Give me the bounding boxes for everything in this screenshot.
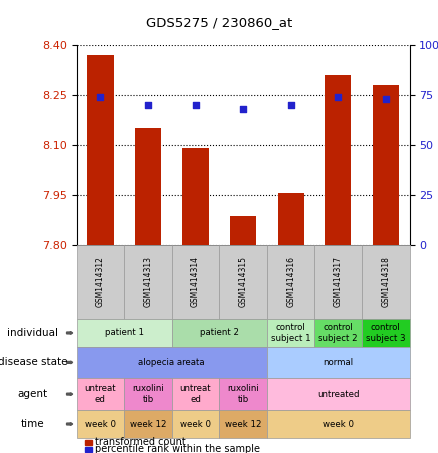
Bar: [230, 217, 256, 245]
Text: GSM1414312: GSM1414312: [96, 256, 105, 308]
Text: GSM1414314: GSM1414314: [191, 256, 200, 308]
Text: week 0: week 0: [85, 419, 116, 429]
Point: [192, 101, 199, 109]
Text: GSM1414318: GSM1414318: [381, 256, 390, 308]
Text: ruxolini
tib: ruxolini tib: [227, 385, 259, 404]
Text: untreated: untreated: [317, 390, 360, 399]
Text: alopecia areata: alopecia areata: [138, 358, 205, 367]
Text: individual: individual: [7, 328, 58, 338]
Bar: [278, 193, 304, 245]
Point: [97, 93, 104, 101]
Bar: [135, 128, 161, 245]
Bar: [87, 55, 113, 245]
Point: [145, 101, 152, 109]
Bar: [325, 75, 351, 245]
Text: patient 2: patient 2: [200, 328, 239, 337]
Text: ruxolini
tib: ruxolini tib: [132, 385, 164, 404]
Point: [382, 96, 389, 103]
Text: agent: agent: [18, 389, 48, 399]
Text: control
subject 3: control subject 3: [366, 323, 406, 342]
Text: week 0: week 0: [180, 419, 211, 429]
Point: [240, 106, 247, 113]
Text: control
subject 1: control subject 1: [271, 323, 311, 342]
Text: transformed count: transformed count: [95, 437, 186, 447]
Text: control
subject 2: control subject 2: [318, 323, 358, 342]
Text: GSM1414315: GSM1414315: [239, 256, 247, 308]
Text: patient 1: patient 1: [105, 328, 144, 337]
Text: time: time: [21, 419, 45, 429]
Point: [335, 93, 342, 101]
Text: GDS5275 / 230860_at: GDS5275 / 230860_at: [146, 16, 292, 29]
Text: percentile rank within the sample: percentile rank within the sample: [95, 444, 260, 453]
Bar: [183, 148, 208, 245]
Text: disease state: disease state: [0, 357, 67, 367]
Point: [287, 101, 294, 109]
Text: normal: normal: [323, 358, 353, 367]
Text: GSM1414317: GSM1414317: [334, 256, 343, 308]
Text: week 12: week 12: [225, 419, 261, 429]
Text: GSM1414313: GSM1414313: [144, 256, 152, 308]
Text: week 12: week 12: [130, 419, 166, 429]
Text: untreat
ed: untreat ed: [85, 385, 116, 404]
Text: week 0: week 0: [323, 419, 354, 429]
Bar: [373, 85, 399, 245]
Text: GSM1414316: GSM1414316: [286, 256, 295, 308]
Text: untreat
ed: untreat ed: [180, 385, 212, 404]
